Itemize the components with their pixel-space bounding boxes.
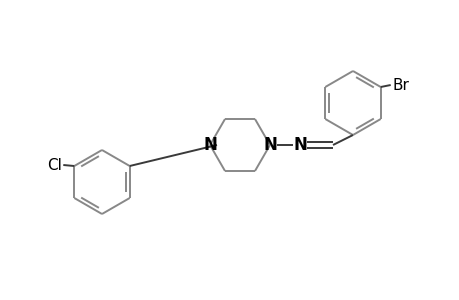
Text: Br: Br [392, 77, 408, 92]
Text: N: N [292, 136, 306, 154]
Text: N: N [202, 136, 217, 154]
Text: N: N [263, 136, 276, 154]
Text: Cl: Cl [47, 158, 62, 172]
